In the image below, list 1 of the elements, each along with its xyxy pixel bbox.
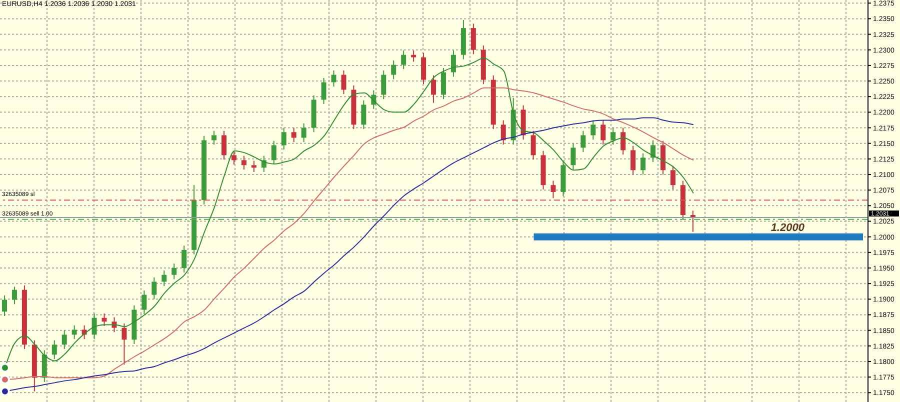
ref-line-label: 1.2000: [770, 222, 806, 234]
